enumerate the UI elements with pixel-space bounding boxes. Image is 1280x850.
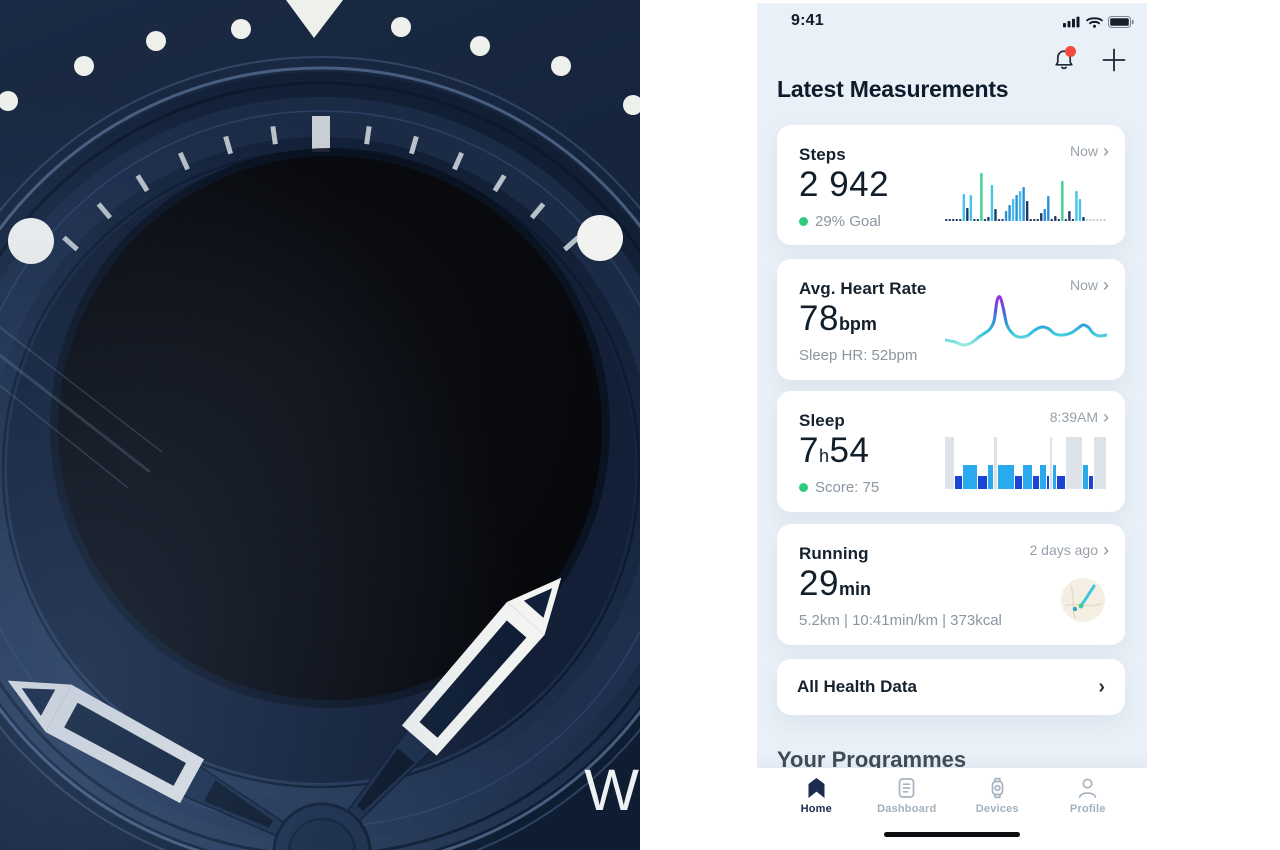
tab-bar: Home Dashboard — [757, 768, 1147, 850]
sleep-value: 7h54 — [799, 431, 870, 470]
tab-home[interactable]: Home — [781, 776, 851, 815]
chevron-right-icon: › — [1098, 676, 1105, 698]
goal-status-dot — [799, 216, 808, 226]
watch-device-icon — [991, 777, 1004, 799]
page-title: Latest Measurements — [777, 76, 1009, 102]
health-app-screen: 9:41 — [757, 3, 1147, 850]
status-bar-icons — [1063, 16, 1134, 28]
lume-dot-left — [8, 218, 54, 264]
running-unit: min — [838, 579, 871, 599]
run-route-map-thumbnail — [1061, 578, 1105, 622]
sleep-card[interactable]: Sleep 7h54 Score: 75 8:39AM › — [777, 391, 1125, 512]
steps-timestamp: Now › — [1069, 141, 1109, 161]
chevron-right-icon: › — [1103, 540, 1109, 560]
tab-profile[interactable]: Profile — [1053, 776, 1123, 815]
notifications-button[interactable] — [1049, 45, 1079, 75]
home-indicator[interactable] — [884, 832, 1020, 837]
watch-brand-letter: W — [584, 758, 639, 823]
sleep-hypnogram-chart — [945, 437, 1106, 489]
route-end-dot — [1072, 606, 1078, 612]
watch-illustration: W — [0, 0, 640, 850]
home-bookmark-icon — [808, 778, 825, 798]
sleep-label: Sleep — [799, 411, 845, 430]
chevron-right-icon: › — [1103, 141, 1109, 161]
heart-rate-value: 78bpm — [799, 299, 877, 338]
sleep-score-text: Score: 75 — [815, 478, 880, 496]
header-actions — [1049, 45, 1129, 75]
dashboard-list-icon — [898, 778, 915, 798]
watch-photo: W — [0, 0, 640, 850]
sleep-timestamp: 8:39AM › — [1049, 407, 1109, 427]
notification-badge — [1065, 46, 1076, 57]
plus-icon — [1102, 48, 1126, 72]
status-bar-time: 9:41 — [791, 12, 824, 29]
heart-rate-line-chart — [945, 295, 1107, 347]
sleep-hours-unit: h — [818, 446, 830, 466]
battery-icon — [1108, 16, 1134, 28]
heart-rate-timestamp: Now › — [1069, 275, 1109, 295]
all-health-data-button[interactable]: All Health Data › — [777, 659, 1125, 715]
lume-dot-right — [577, 215, 623, 261]
steps-goal-text: 29% Goal — [815, 212, 881, 230]
tab-dashboard[interactable]: Dashboard — [872, 776, 942, 815]
chevron-right-icon: › — [1103, 407, 1109, 427]
sleep-hr-text: Sleep HR: 52bpm — [799, 346, 918, 364]
steps-bar-chart — [945, 173, 1106, 221]
route-start-dot — [1078, 603, 1084, 609]
running-timestamp: 2 days ago › — [1029, 540, 1110, 560]
heart-rate-unit: bpm — [838, 314, 877, 334]
steps-card[interactable]: Steps 2 942 29% Goal Now › — [777, 125, 1125, 245]
chevron-right-icon: › — [1103, 275, 1109, 295]
running-stats-text: 5.2km | 10:41min/km | 373kcal — [799, 611, 1002, 629]
steps-label: Steps — [799, 145, 846, 164]
steps-value: 2 942 — [799, 165, 890, 204]
cellular-signal-icon — [1063, 16, 1080, 28]
sleep-score-dot — [799, 482, 808, 492]
tab-devices[interactable]: Devices — [962, 776, 1032, 815]
next-section-title: Your Programmes — [777, 747, 967, 772]
running-value: 29min — [799, 564, 871, 603]
heart-rate-label: Avg. Heart Rate — [799, 279, 927, 298]
wifi-icon — [1086, 17, 1103, 28]
add-button[interactable] — [1099, 45, 1129, 75]
running-card[interactable]: Running 29min 5.2km | 10:41min/km | 373k… — [777, 524, 1125, 645]
profile-person-icon — [1079, 778, 1097, 798]
heart-rate-card[interactable]: Avg. Heart Rate 78bpm Sleep HR: 52bpm No… — [777, 259, 1125, 380]
all-health-data-label: All Health Data — [797, 677, 917, 696]
route-line — [1080, 584, 1096, 606]
running-label: Running — [799, 544, 869, 563]
